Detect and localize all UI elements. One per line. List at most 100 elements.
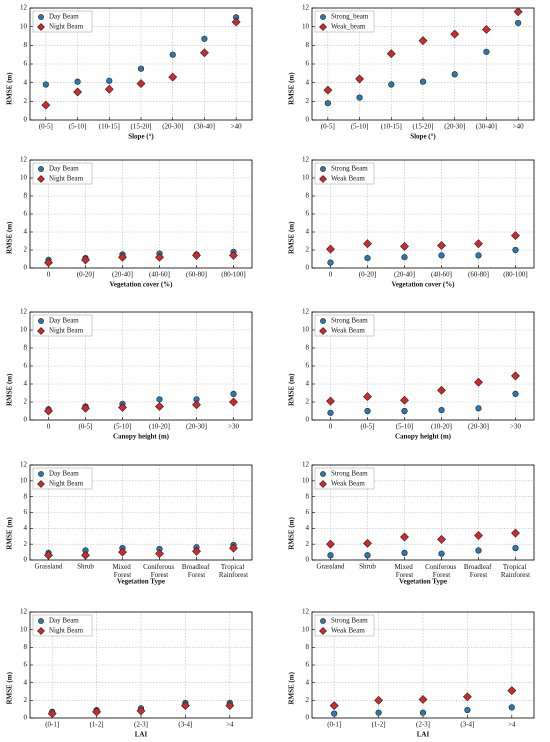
data-point — [229, 543, 238, 553]
data-point — [356, 94, 363, 101]
plot-frame — [29, 611, 253, 719]
x-axis-label: Vegetation Type — [117, 578, 165, 586]
data-point — [44, 406, 53, 416]
data-point — [229, 397, 238, 407]
data-point — [81, 403, 90, 413]
data-point — [363, 392, 372, 402]
data-point — [512, 545, 519, 552]
legend-marker — [319, 327, 327, 335]
legend-marker — [38, 166, 44, 172]
data-point — [104, 84, 114, 94]
data-point — [331, 710, 338, 717]
data-point — [438, 550, 445, 557]
legend-marker — [38, 618, 44, 624]
x-tick-label: Shrub — [77, 563, 94, 571]
legend-box — [314, 314, 375, 337]
x-tick-label: (80-100] — [503, 271, 528, 279]
x-tick-label: Mixed Forest — [394, 563, 414, 579]
data-point — [324, 100, 331, 107]
y-tick-label: 10 — [302, 326, 310, 334]
y-tick-label: 12 — [20, 156, 28, 164]
x-tick-label: (0-5] — [321, 123, 335, 131]
x-tick-label: (2-3] — [416, 721, 430, 729]
y-axis-label: RMSE (m) — [6, 221, 14, 254]
data-point — [363, 538, 372, 548]
data-point — [180, 701, 190, 711]
data-point — [512, 390, 519, 398]
y-tick-label: 10 — [20, 174, 28, 182]
legend-box — [314, 467, 375, 490]
data-point — [225, 701, 235, 711]
y-axis-label: RMSE (m) — [6, 72, 14, 105]
x-tick-label: (5-10] — [114, 423, 132, 431]
plot-frame — [311, 159, 535, 269]
x-axis-label: Canopy height (m) — [113, 433, 170, 441]
data-point — [374, 695, 384, 705]
legend-label: Weak Beam — [331, 627, 365, 635]
y-tick-label: 10 — [302, 22, 310, 30]
y-tick-label: 12 — [302, 4, 310, 12]
data-point — [230, 390, 237, 398]
y-tick-label: 8 — [24, 41, 28, 49]
data-point — [464, 706, 471, 714]
y-tick-label: 4 — [24, 228, 28, 236]
y-axis-label: RMSE (m) — [288, 221, 296, 254]
y-axis-label: RMSE (m) — [288, 671, 296, 704]
data-point — [118, 252, 127, 262]
data-point — [475, 252, 482, 259]
legend-box — [314, 614, 375, 637]
data-point — [192, 546, 201, 556]
x-tick-label: 0 — [47, 423, 51, 431]
y-tick-label: 6 — [306, 362, 310, 370]
data-point — [419, 78, 427, 85]
legend-box — [32, 614, 93, 637]
x-tick-label: Grassland — [317, 563, 345, 571]
data-point — [326, 244, 335, 254]
plot-frame — [311, 7, 535, 121]
legend-marker — [319, 480, 327, 488]
x-tick-label: (15-20] — [131, 123, 152, 131]
x-tick-label: Broadleaf Forest — [182, 563, 211, 579]
y-tick-label: 4 — [24, 678, 28, 686]
data-point — [364, 407, 371, 415]
y-tick-label: 12 — [302, 308, 310, 316]
data-point — [515, 19, 522, 27]
data-point — [401, 407, 408, 415]
legend-marker — [320, 14, 326, 20]
data-point — [41, 100, 51, 110]
data-point — [437, 385, 446, 395]
x-tick-label: (3-4] — [460, 721, 474, 729]
y-tick-label: 12 — [302, 608, 310, 616]
data-point — [437, 534, 446, 544]
data-point — [355, 74, 364, 84]
data-point — [386, 49, 396, 59]
data-point — [137, 65, 145, 72]
x-tick-label: (20-30] — [162, 123, 183, 131]
legend-label: Strong Beam — [331, 165, 368, 173]
data-point — [118, 547, 127, 557]
data-point — [136, 79, 146, 89]
x-tick-label: (80-100] — [221, 271, 246, 279]
data-point — [375, 709, 382, 716]
y-tick-label: 6 — [24, 210, 28, 218]
x-tick-label: (30-40] — [476, 123, 497, 131]
data-point — [136, 706, 146, 716]
data-point — [508, 704, 515, 711]
data-point — [42, 81, 49, 88]
x-tick-label: >30 — [510, 423, 521, 431]
legend-marker — [37, 327, 45, 335]
y-tick-label: 8 — [24, 192, 28, 200]
x-tick-label: (1-2] — [90, 721, 104, 729]
y-tick-label: 2 — [306, 97, 310, 105]
y-tick-label: 8 — [24, 492, 28, 500]
x-tick-label: (2-3] — [134, 721, 148, 729]
data-point — [44, 550, 53, 560]
data-point — [474, 239, 483, 249]
y-tick-label: 10 — [20, 326, 28, 334]
x-tick-label: (5-10] — [69, 123, 87, 131]
data-point — [400, 532, 409, 542]
data-point — [329, 701, 339, 711]
legend-marker — [320, 618, 326, 624]
legend-marker — [37, 175, 45, 183]
y-axis-label: RMSE (m) — [6, 671, 14, 704]
